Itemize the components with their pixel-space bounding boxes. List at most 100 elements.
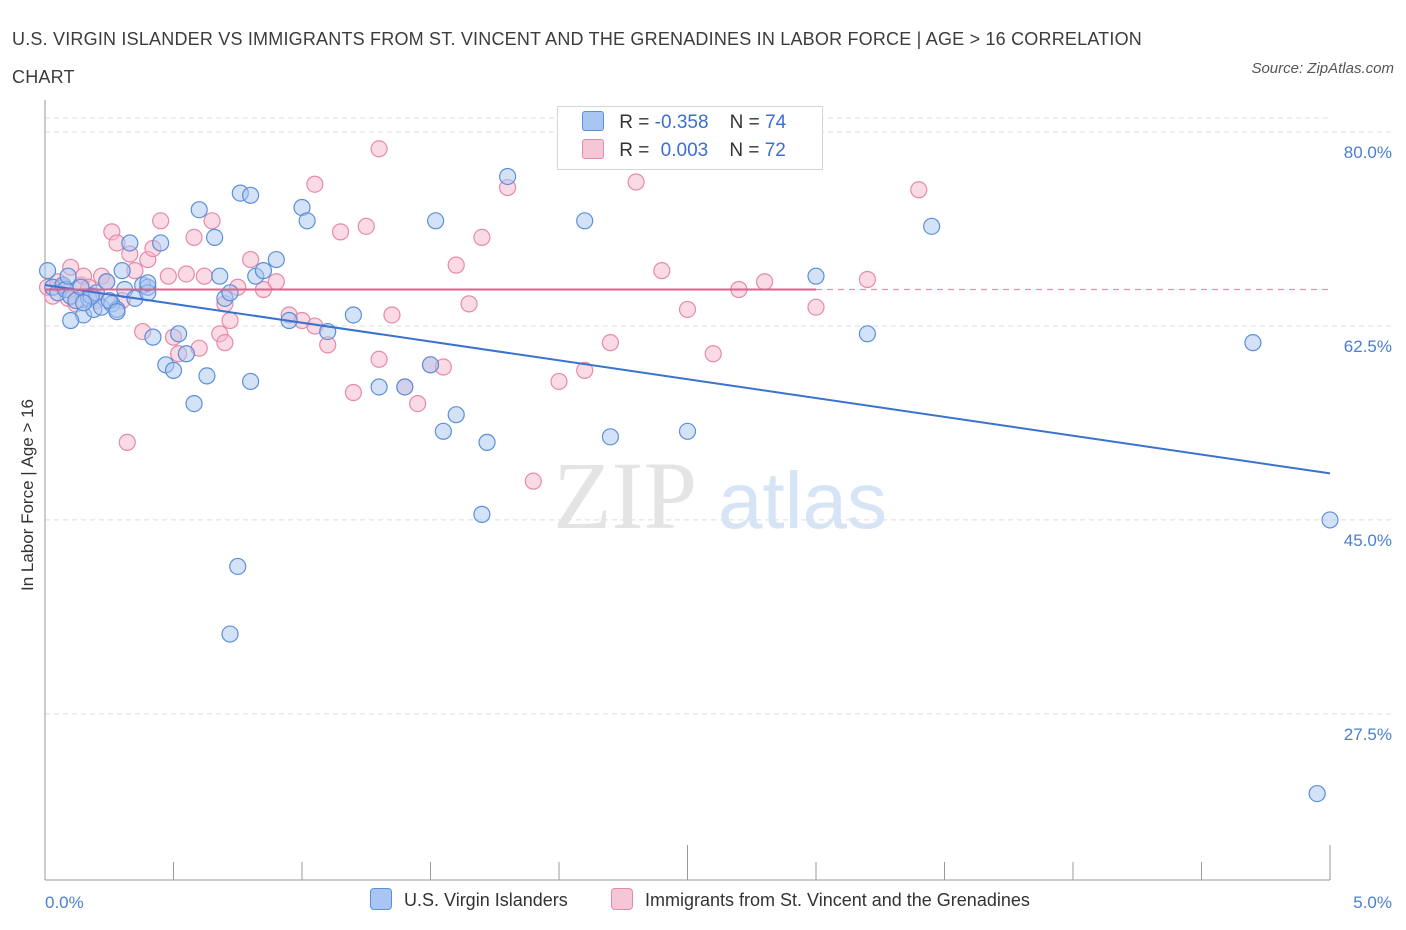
data-point	[473, 228, 491, 247]
source-credit: Source: ZipAtlas.com	[1251, 60, 1394, 77]
trend-lines	[44, 284, 1331, 475]
data-point	[62, 311, 80, 330]
data-point	[344, 306, 362, 324]
data-point	[627, 173, 645, 191]
legend-row-pink: R = 0.003 N = 72	[582, 139, 786, 167]
data-point	[576, 212, 594, 230]
data-point	[152, 234, 170, 252]
legend-label: Immigrants from St. Vincent and the Gren…	[645, 890, 1030, 910]
data-point	[306, 175, 324, 193]
data-point	[370, 350, 388, 368]
data-point	[59, 267, 77, 285]
data-point	[152, 212, 170, 230]
data-point	[601, 428, 620, 446]
data-point	[221, 311, 239, 330]
data-point	[576, 361, 594, 379]
y-tick-label: 27.5%	[1344, 725, 1392, 744]
data-point	[139, 274, 157, 292]
data-point	[383, 306, 401, 324]
data-point	[524, 472, 542, 490]
data-point	[185, 228, 203, 247]
y-tick-label: 62.5%	[1344, 337, 1392, 356]
data-point	[704, 345, 722, 363]
legend-swatch-pink	[582, 139, 604, 159]
data-point	[807, 298, 825, 316]
data-point	[409, 394, 427, 413]
data-point	[121, 234, 139, 252]
legend-swatch-pink	[611, 888, 633, 910]
data-point	[38, 262, 57, 280]
data-point	[910, 181, 928, 199]
legend-item-virgin-islanders: U.S. Virgin Islanders	[370, 888, 568, 914]
data-point	[177, 265, 195, 283]
data-point	[1308, 784, 1326, 803]
data-point	[108, 303, 126, 321]
data-point	[177, 345, 195, 363]
legend-n-label: N =	[729, 112, 760, 133]
data-point	[267, 250, 285, 269]
legend-swatch-blue	[370, 888, 392, 910]
data-point	[447, 256, 465, 274]
series-blue-points	[38, 167, 1339, 803]
data-point	[499, 167, 517, 186]
data-point	[242, 250, 260, 269]
data-point	[242, 372, 260, 391]
watermark-atlas: atlas	[718, 456, 887, 545]
watermark-zip: ZIP	[553, 442, 697, 549]
data-point	[211, 267, 229, 285]
legend-item-st-vincent: Immigrants from St. Vincent and the Gren…	[611, 888, 1030, 914]
x-tick-label-right: 5.0%	[1353, 893, 1392, 912]
legend-n-value: 74	[765, 112, 787, 133]
legend-swatch-blue	[582, 111, 604, 131]
data-point	[113, 262, 131, 280]
data-point	[298, 212, 316, 230]
data-point	[229, 557, 247, 576]
legend-label: U.S. Virgin Islanders	[404, 890, 568, 910]
data-point	[185, 394, 203, 413]
y-tick-label: 45.0%	[1344, 531, 1392, 550]
data-point	[447, 406, 465, 424]
data-point	[807, 267, 825, 285]
legend-r-value: 0.003	[660, 140, 709, 161]
legend-r-label: R =	[619, 112, 650, 133]
data-point	[427, 212, 445, 230]
data-point	[159, 267, 177, 285]
legend-n-value: 72	[764, 140, 786, 161]
data-point	[118, 433, 136, 451]
data-point	[434, 422, 452, 440]
data-point	[370, 378, 388, 396]
data-point	[190, 201, 208, 219]
data-point	[1321, 511, 1339, 529]
data-point	[254, 262, 273, 280]
data-point	[858, 270, 877, 289]
data-point	[550, 372, 568, 391]
data-point	[267, 273, 285, 291]
data-point	[203, 212, 221, 230]
data-point	[198, 367, 216, 385]
data-point	[357, 217, 375, 235]
data-point	[216, 334, 234, 352]
data-point	[478, 433, 496, 451]
axes	[44, 100, 1331, 881]
data-point	[206, 228, 224, 247]
data-point	[221, 284, 239, 302]
data-point	[195, 267, 213, 285]
data-point	[144, 328, 162, 346]
watermark: ZIP atlas	[553, 442, 887, 549]
data-point	[601, 334, 620, 352]
legend-row-blue: R = -0.358 N = 74	[582, 111, 786, 139]
data-point	[164, 361, 183, 379]
chart-title: U.S. VIRGIN ISLANDER VS IMMIGRANTS FROM …	[12, 29, 1142, 87]
data-point	[98, 273, 116, 291]
legend-n-label: N =	[729, 140, 760, 161]
data-point	[396, 378, 414, 396]
x-tick-label-left: 0.0%	[45, 893, 84, 912]
stats-legend: R = -0.358 N = 74 R = 0.003 N = 72	[557, 106, 823, 170]
data-point	[678, 422, 697, 440]
trend-line-blue	[44, 284, 1331, 475]
y-tick-labels: 80.0% 62.5% 45.0% 27.5%	[1344, 143, 1392, 744]
data-point	[755, 273, 774, 291]
data-point	[344, 383, 362, 402]
data-point	[653, 262, 671, 280]
data-point	[221, 625, 239, 643]
